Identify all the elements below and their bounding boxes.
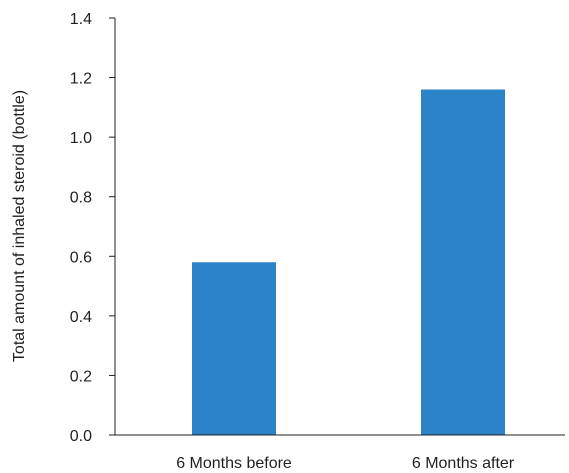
y-tick-label: 0.6 (70, 249, 92, 266)
y-tick-label: 1.4 (70, 11, 92, 28)
bar (192, 262, 276, 435)
x-axis-ticks: 6 Months before 6 Months after (176, 455, 515, 472)
bars (192, 89, 505, 435)
y-tick-label: 0.8 (70, 190, 92, 207)
x-tick-label: 6 Months before (176, 455, 292, 472)
x-tick-label: 6 Months after (412, 455, 515, 472)
y-tick-label: 0.2 (70, 368, 92, 385)
y-tick-label: 0.0 (70, 428, 92, 445)
y-tick-label: 1.0 (70, 130, 92, 147)
y-tick-label: 0.4 (70, 309, 92, 326)
bar (421, 89, 505, 435)
y-axis-ticks: 0.0 0.2 0.4 0.6 0.8 1.0 1.2 1.4 (70, 11, 115, 445)
y-axis-title: Total amount of inhaled steroid (bottle) (11, 90, 28, 362)
y-tick-label: 1.2 (70, 71, 92, 88)
